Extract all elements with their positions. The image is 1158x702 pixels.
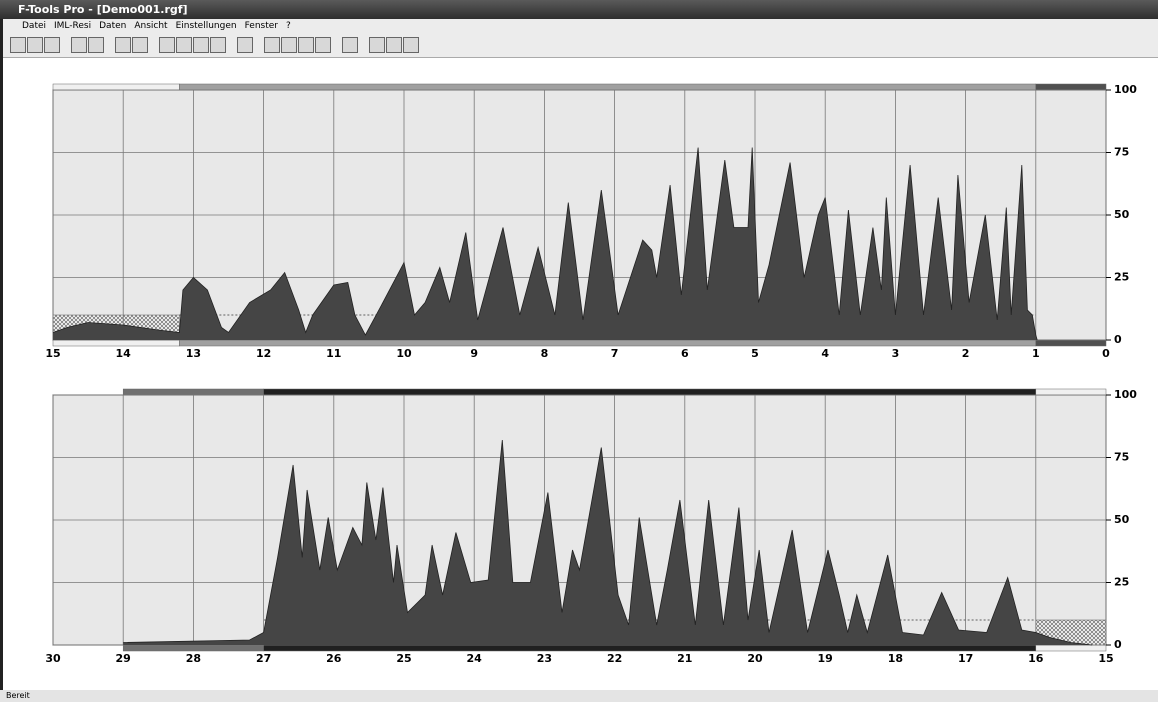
y-tick-label: 75 [1114, 146, 1129, 159]
x-tick-label: 4 [821, 347, 829, 360]
menu-item[interactable]: Datei [22, 21, 47, 31]
segment-bar [263, 644, 1037, 652]
x-tick-label: 12 [256, 347, 271, 360]
x-tick-label: 9 [470, 347, 478, 360]
title-bar: F-Tools Pro - [Demo001.rgf] [0, 0, 1158, 19]
segment-bar [122, 644, 264, 652]
x-tick-label: 1 [1032, 347, 1040, 360]
area-fill [123, 440, 1092, 645]
x-tick-label: 15 [45, 347, 60, 360]
menu-bar: Datei IML-Resi Daten Ansicht Einstellungen Fe… [0, 19, 1158, 33]
toolbar-button[interactable] [132, 37, 148, 53]
toolbar-button[interactable] [369, 37, 385, 53]
x-tick-label: 20 [747, 652, 763, 665]
toolbar-button[interactable] [115, 37, 131, 53]
x-tick-label: 8 [541, 347, 549, 360]
x-tick-label: 22 [607, 652, 622, 665]
toolbar-button[interactable] [71, 37, 87, 53]
menu-item[interactable]: Fenster [244, 21, 278, 31]
toolbar-button[interactable] [176, 37, 192, 53]
profile-line [123, 439, 1093, 646]
toolbar-button[interactable] [281, 37, 297, 53]
x-tick-label: 28 [186, 652, 201, 665]
x-tick-label: 0 [1102, 347, 1110, 360]
x-tick-label: 19 [818, 652, 833, 665]
menu-item[interactable]: Daten [99, 21, 127, 31]
y-tick-label: 50 [1114, 513, 1130, 526]
y-tick-label: 100 [1114, 388, 1137, 401]
segment-bar [1035, 644, 1107, 652]
x-tick-label: 30 [45, 652, 61, 665]
x-tick-label: 7 [611, 347, 619, 360]
status-text: Bereit [6, 691, 30, 700]
toolbar-button[interactable] [403, 37, 419, 53]
x-tick-label: 23 [537, 652, 552, 665]
x-tick-label: 24 [467, 652, 483, 665]
x-tick-label: 6 [681, 347, 689, 360]
toolbar-button[interactable] [88, 37, 104, 53]
toolbar-button[interactable] [264, 37, 280, 53]
x-tick-label: 15 [1098, 652, 1113, 665]
toolbar-button[interactable] [342, 37, 358, 53]
window-title: F-Tools Pro - [Demo001.rgf] [18, 3, 188, 16]
segment-bar [122, 388, 264, 396]
y-tick-label: 25 [1114, 576, 1129, 589]
toolbar-button[interactable] [210, 37, 226, 53]
profile-line [52, 147, 1038, 341]
toolbar-button[interactable] [10, 37, 26, 53]
toolbar-button[interactable] [298, 37, 314, 53]
x-tick-label: 11 [326, 347, 341, 360]
x-tick-label: 17 [958, 652, 973, 665]
segment-bar [1035, 388, 1107, 396]
segment-bar [263, 388, 1037, 396]
x-tick-label: 29 [116, 652, 131, 665]
y-tick-label: 100 [1114, 83, 1137, 96]
segment-bar [179, 339, 1037, 347]
x-tick-label: 16 [1028, 652, 1044, 665]
toolbar-button[interactable] [159, 37, 175, 53]
x-tick-label: 18 [888, 652, 903, 665]
segment-bar [1035, 339, 1107, 347]
x-tick-label: 27 [256, 652, 271, 665]
x-tick-label: 14 [116, 347, 132, 360]
window-edge [0, 19, 3, 690]
segment-bar [1035, 83, 1107, 91]
menu-item[interactable]: Ansicht [134, 21, 168, 31]
segment-bar [52, 83, 180, 91]
y-tick-label: 0 [1114, 333, 1122, 346]
x-tick-label: 3 [892, 347, 900, 360]
toolbar-button[interactable] [27, 37, 43, 53]
area-fill [53, 147, 1038, 340]
y-tick-label: 0 [1114, 638, 1122, 651]
toolbar-button[interactable] [386, 37, 402, 53]
menu-item[interactable]: IML-Resi [54, 21, 92, 31]
y-tick-label: 75 [1114, 451, 1129, 464]
toolbar-button[interactable] [193, 37, 209, 53]
y-tick-label: 50 [1114, 208, 1130, 221]
toolbar-button[interactable] [44, 37, 60, 53]
x-tick-label: 10 [396, 347, 412, 360]
x-tick-label: 2 [962, 347, 970, 360]
segment-bar [52, 339, 180, 347]
segment-bar [179, 83, 1037, 91]
status-bar: Bereit [0, 690, 1158, 702]
x-tick-label: 5 [751, 347, 759, 360]
toolbar [0, 33, 1158, 58]
menu-item[interactable]: ? [285, 21, 291, 31]
toolbar-button[interactable] [237, 37, 253, 53]
x-tick-label: 25 [396, 652, 411, 665]
menu-item[interactable]: Einstellungen [175, 21, 237, 31]
toolbar-button[interactable] [315, 37, 331, 53]
x-tick-label: 13 [186, 347, 201, 360]
x-tick-label: 26 [326, 652, 342, 665]
y-tick-label: 25 [1114, 271, 1129, 284]
x-tick-label: 21 [677, 652, 692, 665]
